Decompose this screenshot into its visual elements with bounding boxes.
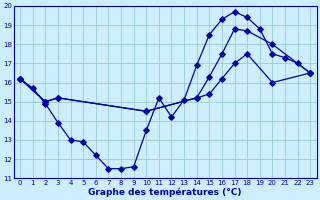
X-axis label: Graphe des températures (°C): Graphe des températures (°C) <box>88 187 242 197</box>
